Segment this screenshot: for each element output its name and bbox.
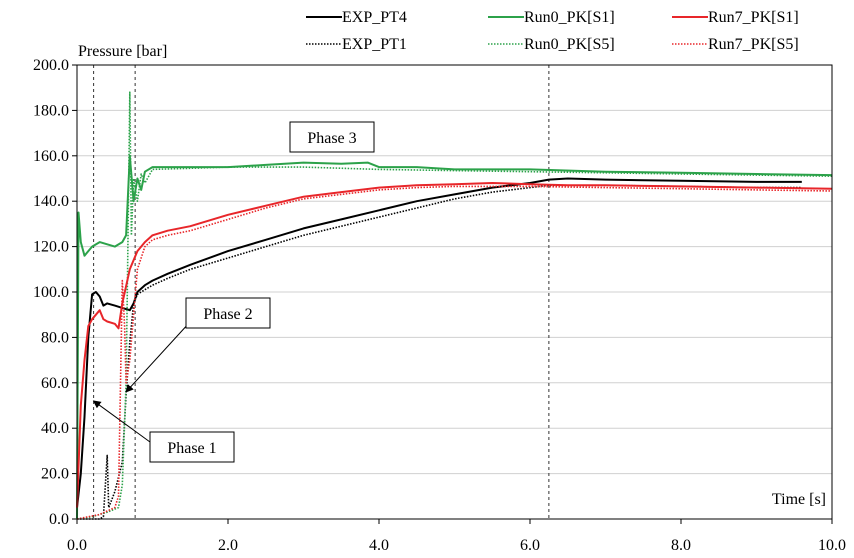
annotation-box <box>185 297 271 329</box>
legend-label: Run0_PK[S5] <box>524 36 615 53</box>
y-tick-label: 40.0 <box>41 420 69 437</box>
annotation-box <box>289 121 375 153</box>
y-tick-label: 200.0 <box>33 57 69 74</box>
annotation-label: Phase 3 <box>307 130 356 147</box>
annotation-arrow <box>125 321 191 393</box>
y-tick-labels: 0.0 20.0 40.0 60.0 80.0 100.0 120.0 140.0 160.0 1… <box>33 57 69 528</box>
y-axis-label: Pressure [bar] <box>78 43 167 60</box>
annotation-arrow <box>92 400 151 443</box>
phase-boundaries <box>93 65 550 519</box>
legend-label: Run0_PK[S1] <box>524 9 615 26</box>
legend: EXP_PT4 EXP_PT1 Run0_PK[S1] Run0_PK[S5] Run7… <box>306 9 799 53</box>
y-tick-label: 180.0 <box>33 102 69 119</box>
y-tick-label: 160.0 <box>33 148 69 165</box>
series-line-run7-pk-s5- <box>76 185 833 520</box>
annotation-label: Phase 1 <box>167 440 216 457</box>
legend-label: Run7_PK[S5] <box>708 36 799 53</box>
x-tick-label: 2.0 <box>218 537 238 554</box>
y-tick-label: 120.0 <box>33 239 69 256</box>
y-tick-label: 60.0 <box>41 375 69 392</box>
series-line-exp-pt1 <box>77 184 802 520</box>
series-lines <box>76 91 833 520</box>
series-line-run0-pk-s1- <box>76 154 833 520</box>
series-line-exp-pt4 <box>76 177 802 508</box>
y-tick-label: 100.0 <box>33 284 69 301</box>
series-line-run0-pk-s5- <box>76 91 833 520</box>
x-tick-label: 0.0 <box>67 537 87 554</box>
x-tick-label: 10.0 <box>818 537 846 554</box>
y-tick-label: 140.0 <box>33 193 69 210</box>
legend-label: EXP_PT4 <box>342 9 407 26</box>
x-tick-label: 6.0 <box>520 537 540 554</box>
x-tick-label: 4.0 <box>369 537 389 554</box>
series-line-run7-pk-s1- <box>76 182 833 508</box>
annotation-box <box>149 431 235 463</box>
legend-label: Run7_PK[S1] <box>708 9 799 26</box>
legend-label: EXP_PT1 <box>342 36 407 53</box>
y-tick-label: 80.0 <box>41 329 69 346</box>
annotation-label: Phase 2 <box>203 306 252 323</box>
y-tick-label: 20.0 <box>41 466 69 483</box>
y-tick-label: 0.0 <box>49 511 69 528</box>
x-tick-labels: 0.0 2.0 4.0 6.0 8.0 10.0 <box>67 537 846 554</box>
x-axis-label: Time [s] <box>772 491 826 508</box>
x-tick-label: 8.0 <box>671 537 691 554</box>
plot-frame <box>76 64 833 520</box>
annotations: Phase 1 Phase 2 Phase 3 <box>92 121 375 463</box>
